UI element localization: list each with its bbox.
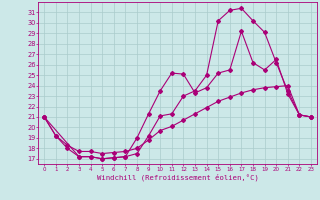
X-axis label: Windchill (Refroidissement éolien,°C): Windchill (Refroidissement éolien,°C) [97,174,259,181]
